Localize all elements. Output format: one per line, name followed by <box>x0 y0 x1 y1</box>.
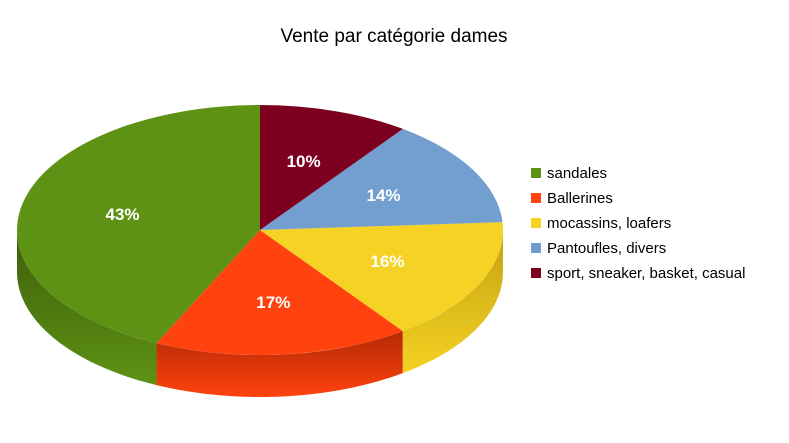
pie-side-1 <box>156 331 403 397</box>
legend-label-0: sandales <box>547 165 607 182</box>
legend: sandales Ballerines mocassins, loafers Pant… <box>531 165 745 282</box>
slice-label-0: 43% <box>105 205 139 224</box>
legend-label-3: Pantoufles, divers <box>547 240 666 257</box>
legend-swatch-2 <box>531 218 541 228</box>
legend-swatch-4 <box>531 268 541 278</box>
legend-swatch-0 <box>531 168 541 178</box>
pie-tops <box>17 105 503 355</box>
pie-slice-4 <box>260 105 403 230</box>
pie-sides <box>17 230 503 397</box>
legend-label-1: Ballerines <box>547 190 613 207</box>
legend-swatch-3 <box>531 243 541 253</box>
legend-swatch-1 <box>531 193 541 203</box>
chart-title: Vente par catégorie dames <box>280 26 507 47</box>
slice-label-1: 17% <box>256 293 290 312</box>
pie-slice-3 <box>260 128 503 230</box>
slice-label-2: 16% <box>370 252 404 271</box>
pie-side-2 <box>402 230 503 374</box>
pie-slice-1 <box>156 230 403 355</box>
legend-label-2: mocassins, loafers <box>547 215 671 232</box>
slice-labels: 43% 17% 16% 14% 10% <box>105 152 404 312</box>
slice-label-4: 10% <box>287 152 321 171</box>
pie-side-0 <box>17 230 157 386</box>
pie-slice-2 <box>260 222 503 332</box>
legend-label-4: sport, sneaker, basket, casual <box>547 265 745 282</box>
pie-slice-0 <box>17 105 261 344</box>
slice-label-3: 14% <box>366 186 400 205</box>
